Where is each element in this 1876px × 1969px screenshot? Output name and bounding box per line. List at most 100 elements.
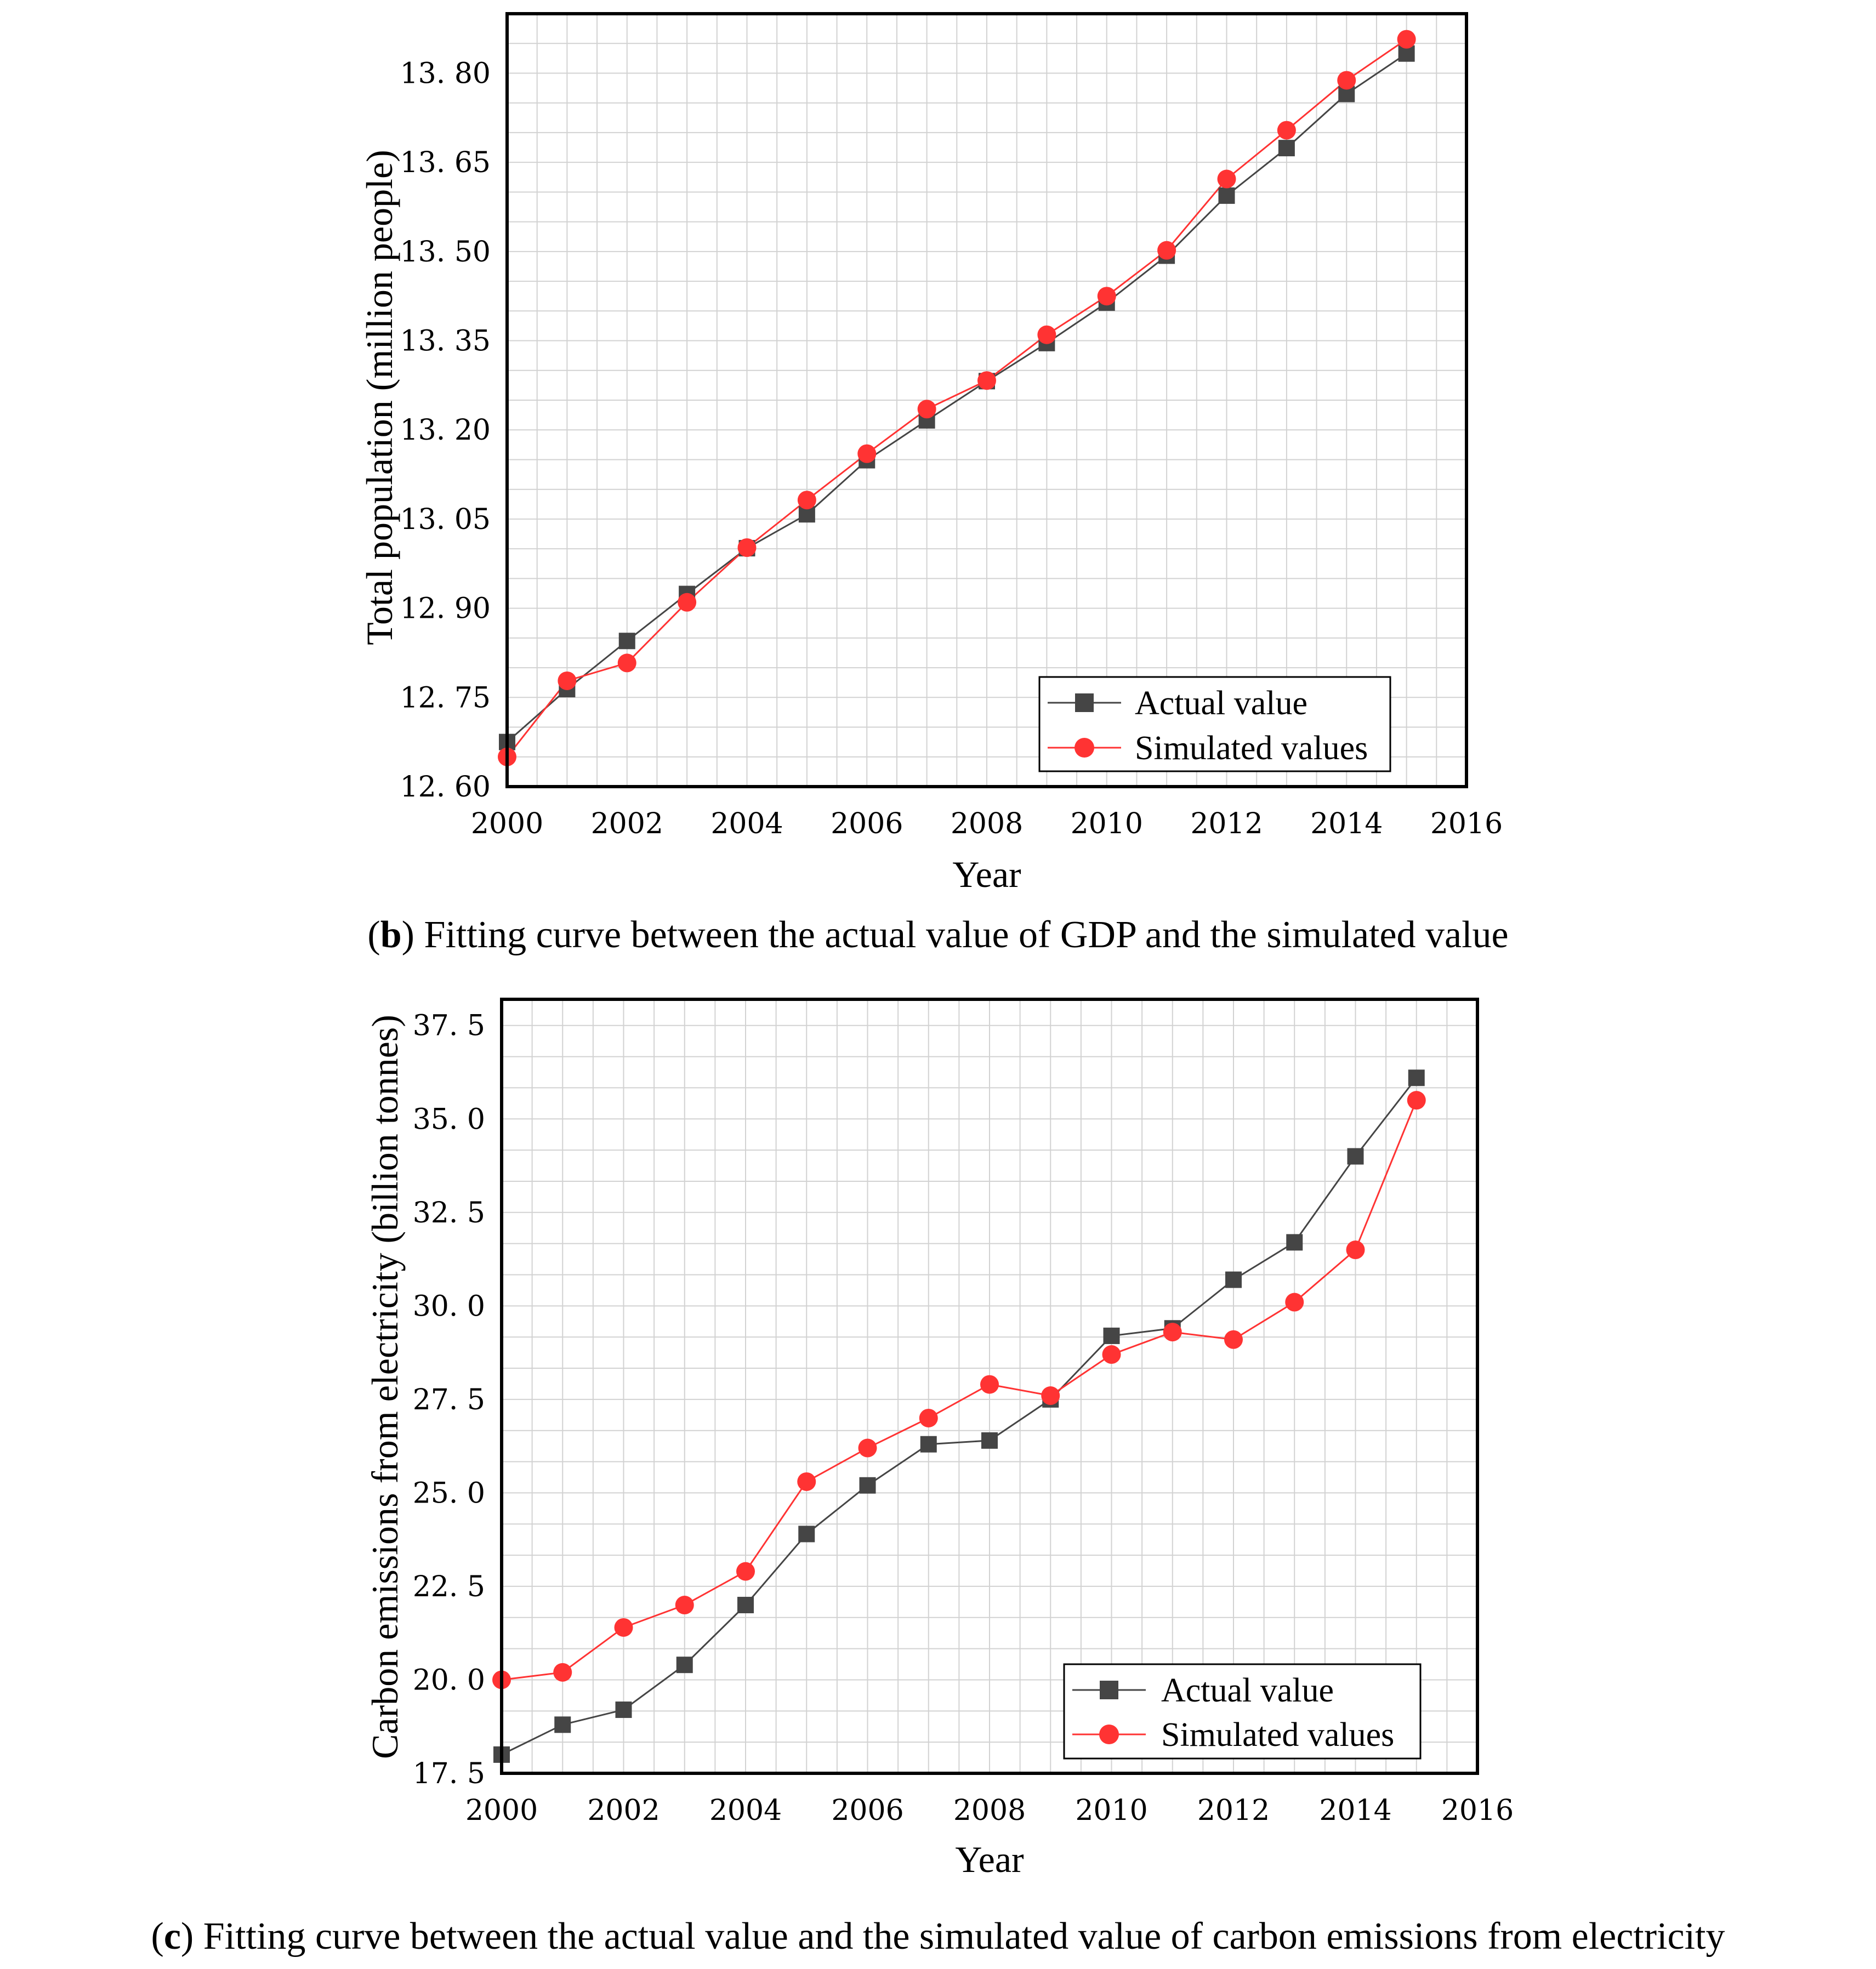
carbon-simulated-point [980,1375,999,1394]
carbon-simulated-point [919,1408,938,1427]
carbon-x-tick-label: 2002 [587,1794,660,1827]
population-chart: 12. 60 12. 75 12. 90 13. 05 13. 20 13. 35 13. … [359,12,1509,956]
population-simulated-point [678,593,697,612]
population-x-axis-title: Year [952,853,1021,895]
carbon-x-tick-label: 2016 [1441,1794,1514,1827]
carbon-legend-actual-label: Actual value [1161,1672,1334,1709]
population-y-axis-title: Total population (million people) [359,150,400,645]
population-simulated-point [1397,30,1416,49]
population-y-tick-label: 13. 65 [400,146,491,179]
population-actual-point [618,633,635,650]
population-simulated-point [977,371,996,390]
carbon-x-tick-label: 2014 [1319,1794,1391,1827]
population-simulated-point [1097,287,1116,306]
population-y-tick-label: 13. 35 [400,325,491,358]
carbon-x-tick-label: 2004 [709,1794,782,1827]
population-x-tick-label: 2000 [471,807,543,840]
population-actual-point [1218,187,1235,204]
population-grid [507,13,1466,787]
carbon-y-axis-title: Carbon emissions from electricity (billi… [364,1015,406,1759]
population-legend-simulated-marker [1075,738,1094,758]
population-x-tick-label: 2006 [831,807,903,840]
population-simulated-point [857,444,877,463]
population-simulated-point [617,653,636,673]
carbon-actual-point [798,1526,815,1543]
carbon-simulated-point [614,1618,633,1637]
population-simulated-point [1337,71,1356,90]
carbon-y-tick-label: 32. 5 [413,1197,485,1230]
carbon-simulated-point [1224,1330,1243,1349]
carbon-legend-actual-marker [1100,1681,1118,1699]
population-actual-line [507,53,1407,743]
carbon-y-tick-label: 17. 5 [413,1757,485,1790]
carbon-x-tick-label: 2010 [1075,1794,1147,1827]
carbon-simulated-point [553,1663,572,1682]
carbon-legend-simulated-marker [1099,1725,1119,1744]
population-y-tick-label: 13. 20 [400,414,491,447]
population-simulated-point [917,400,936,419]
carbon-y-tick-label: 20. 0 [413,1664,485,1697]
carbon-caption-letter: c [164,1915,181,1957]
carbon-x-tick-label: 2012 [1197,1794,1270,1827]
population-simulated-line [506,38,1407,758]
population-legend-actual-label: Actual value [1135,685,1307,722]
population-simulated-point [558,671,577,690]
carbon-actual-line [501,1077,1417,1756]
carbon-actual-point [1103,1327,1120,1344]
population-x-ticks: 2000 2002 2004 2006 2008 2010 2012 2014 2016 [471,807,1503,840]
carbon-actual-point [1347,1148,1364,1165]
carbon-y-tick-label: 30. 0 [413,1290,485,1323]
carbon-actual-point [615,1701,632,1718]
population-plot-frame [505,12,1468,788]
population-y-tick-label: 13. 05 [400,503,491,536]
carbon-actual-point [676,1657,693,1674]
carbon-marks [492,1069,1426,1763]
carbon-simulated-point [858,1438,877,1458]
population-y-tick-label: 12. 90 [400,593,491,625]
carbon-simulated-point [1407,1091,1426,1110]
population-legend-actual-marker [1075,693,1094,712]
population-simulated-point [737,538,757,557]
population-x-tick-label: 2010 [1071,807,1143,840]
population-legend-box [1038,676,1391,772]
carbon-y-tick-label: 25. 0 [413,1477,485,1510]
carbon-actual-point [1225,1271,1242,1288]
carbon-legend: Actual value Simulated values [1063,1663,1422,1760]
carbon-actual-point [1408,1069,1425,1086]
population-legend: Actual value Simulated values [1038,676,1391,772]
population-caption-text: Fitting curve between the actual value o… [424,914,1508,956]
population-y-tick-label: 12. 75 [400,681,491,714]
carbon-y-ticks: 17. 5 20. 0 22. 5 25. 0 27. 5 30. 0 32. 5 35. 0… [413,1010,485,1790]
carbon-caption: (c) Fitting curve between the actual val… [151,1915,1725,1957]
carbon-actual-point [981,1432,998,1449]
carbon-actual-point [737,1597,754,1614]
population-x-tick-label: 2004 [710,807,783,840]
population-x-tick-label: 2016 [1430,807,1503,840]
carbon-legend-box [1063,1663,1422,1760]
carbon-simulated-point [1285,1293,1304,1312]
carbon-x-tick-label: 2000 [465,1794,538,1827]
population-legend-simulated-label: Simulated values [1135,730,1368,767]
carbon-caption-text: Fitting curve between the actual value a… [203,1915,1725,1957]
population-x-tick-label: 2014 [1310,807,1383,840]
carbon-plot-frame [500,998,1479,1775]
carbon-y-tick-label: 35. 0 [413,1103,485,1136]
population-simulated-point [1157,241,1176,260]
carbon-simulated-point [1102,1345,1121,1364]
carbon-simulated-line [501,1100,1418,1681]
carbon-simulated-point [1346,1240,1365,1260]
carbon-simulated-point [797,1472,816,1491]
carbon-actual-point [1286,1234,1303,1251]
population-y-tick-label: 13. 50 [400,236,491,269]
population-x-tick-label: 2008 [951,807,1023,840]
carbon-actual-point [554,1716,571,1733]
population-actual-point [1278,140,1295,157]
carbon-x-ticks: 2000 2002 2004 2006 2008 2010 2012 2014 2016 [465,1794,1514,1827]
population-caption: (b) Fitting curve between the actual val… [367,914,1508,956]
carbon-y-tick-label: 27. 5 [413,1384,485,1416]
population-x-tick-label: 2002 [591,807,663,840]
carbon-y-tick-label: 22. 5 [413,1570,485,1603]
carbon-actual-point [859,1477,876,1494]
carbon-simulated-point [736,1562,755,1581]
